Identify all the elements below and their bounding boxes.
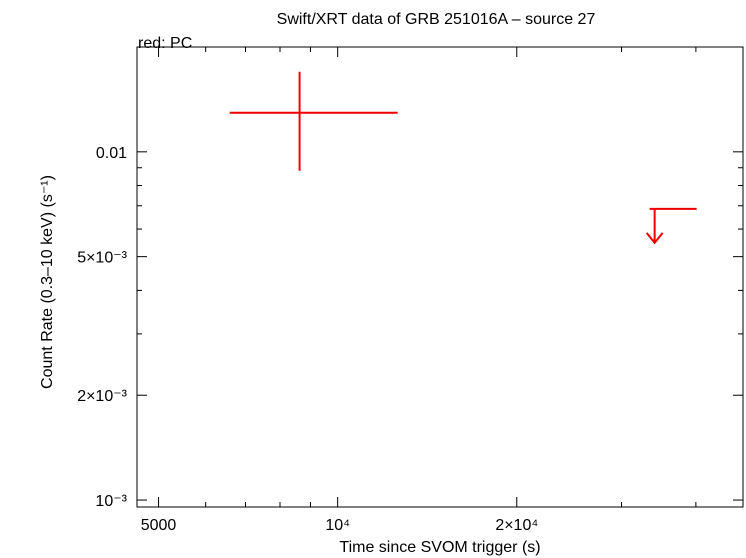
y-tick-label: 2×10⁻³ <box>77 388 127 405</box>
y-tick-label: 5×10⁻³ <box>77 250 127 267</box>
x-tick-label: 10⁴ <box>325 517 350 534</box>
annotation: red: PC <box>138 35 192 52</box>
plot-frame <box>136 46 744 508</box>
chart-title: Swift/XRT data of GRB 251016A – source 2… <box>277 11 596 28</box>
x-axis-label: Time since SVOM trigger (s) <box>339 539 540 556</box>
y-tick-label: 10⁻³ <box>95 493 127 510</box>
y-axis-label: Count Rate (0.3–10 keV) (s⁻¹) <box>39 175 56 389</box>
y-tick-label: 0.01 <box>96 145 127 162</box>
x-tick-label: 5000 <box>141 517 177 534</box>
x-tick-label: 2×10⁴ <box>495 517 538 534</box>
upper-limit-arrow <box>645 208 664 245</box>
